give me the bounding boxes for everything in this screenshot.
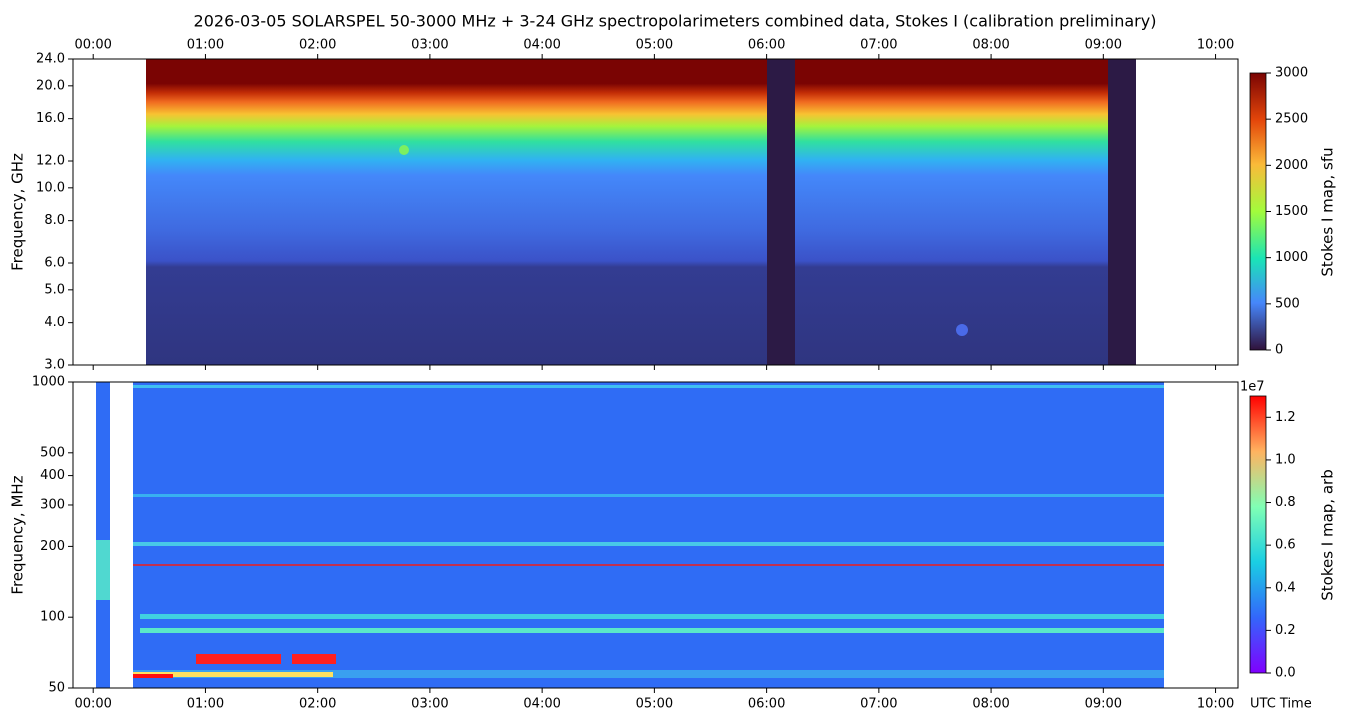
colorbar-tick-label: 0.0 <box>1275 666 1296 681</box>
y-tick-label: 24.0 <box>36 52 65 67</box>
x-tick-label: 09:00 <box>1085 697 1122 712</box>
y-tick-label: 4.0 <box>44 315 65 330</box>
colorbar-tick-label: 3000 <box>1275 66 1308 81</box>
colorbar-tick-label: 1.2 <box>1275 410 1296 425</box>
colorbar-label: Stokes I map, sfu <box>1319 147 1337 276</box>
band <box>96 540 110 600</box>
x-tick-label: 02:00 <box>299 38 336 53</box>
x-tick-label: 02:00 <box>299 697 336 712</box>
colorbar-tick-label: 0 <box>1275 343 1283 358</box>
band <box>133 670 1164 678</box>
hotspot <box>399 145 409 155</box>
x-tick-label: 08:00 <box>972 697 1009 712</box>
colorbar-tick-label: 0.4 <box>1275 580 1296 595</box>
heatmap-fill <box>96 382 1164 688</box>
y-tick-label: 300 <box>40 497 65 512</box>
y-tick-label: 5.0 <box>44 282 65 297</box>
band <box>140 614 1164 619</box>
x-tick-label: 08:00 <box>972 38 1009 53</box>
band <box>133 674 173 678</box>
heatmap-bottom <box>96 382 1164 688</box>
heatmap-fill <box>146 59 1136 365</box>
y-tick-label: 400 <box>40 468 65 483</box>
colorbar-tick-label: 1000 <box>1275 250 1308 265</box>
y-axis-label: Frequency, MHz <box>9 475 27 594</box>
x-tick-label: 06:00 <box>748 38 785 53</box>
x-tick-label: 09:00 <box>1085 38 1122 53</box>
colorbar <box>1249 395 1267 674</box>
y-tick-label: 6.0 <box>44 256 65 271</box>
x-axis-label: UTC Time <box>1250 697 1312 712</box>
colorbar-tick-label: 0.2 <box>1275 623 1296 638</box>
band <box>133 542 1164 546</box>
x-tick-label: 00:00 <box>74 38 111 53</box>
y-tick-label: 16.0 <box>36 111 65 126</box>
colorbar <box>1249 72 1267 351</box>
y-tick-label: 10.0 <box>36 180 65 195</box>
hotspot <box>956 324 968 336</box>
y-tick-label: 200 <box>40 539 65 554</box>
colorbar-offset: 1e7 <box>1240 380 1265 395</box>
colorbar-tick-label: 0.6 <box>1275 538 1296 553</box>
colorbar-tick-label: 2500 <box>1275 112 1308 127</box>
band <box>133 672 333 677</box>
x-tick-label: 03:00 <box>411 38 448 53</box>
y-tick-label: 1000 <box>32 375 65 390</box>
x-tick-label: 04:00 <box>523 697 560 712</box>
colorbar-tick-label: 0.8 <box>1275 495 1296 510</box>
colorbar-tick-label: 500 <box>1275 296 1300 311</box>
colorbar-label: Stokes I map, arb <box>1319 469 1337 600</box>
x-tick-label: 07:00 <box>860 697 897 712</box>
x-tick-label: 10:00 <box>1197 38 1234 53</box>
x-tick-label: 10:00 <box>1197 697 1234 712</box>
axes-frame <box>72 381 1239 689</box>
x-tick-label: 05:00 <box>636 697 673 712</box>
burst <box>292 654 336 664</box>
colorbar-tick-label: 1.0 <box>1275 452 1296 467</box>
band <box>133 564 1164 566</box>
chart-title: 2026-03-05 SOLARSPEL 50-3000 MHz + 3-24 … <box>194 12 1157 31</box>
y-tick-label: 12.0 <box>36 154 65 169</box>
data-gap <box>767 59 795 365</box>
burst <box>196 654 281 664</box>
colorbar-tick-label: 1500 <box>1275 204 1308 219</box>
y-tick-label: 20.0 <box>36 78 65 93</box>
x-tick-label: 07:00 <box>860 38 897 53</box>
colorbar-tick-label: 2000 <box>1275 158 1308 173</box>
data-gap <box>110 382 133 688</box>
data-gap <box>1108 59 1136 365</box>
y-tick-label: 500 <box>40 445 65 460</box>
x-tick-label: 06:00 <box>748 697 785 712</box>
x-tick-label: 00:00 <box>74 697 111 712</box>
x-tick-label: 04:00 <box>523 38 560 53</box>
band <box>133 385 1164 388</box>
heatmap-top <box>146 59 1136 365</box>
x-tick-label: 03:00 <box>411 697 448 712</box>
x-tick-label: 01:00 <box>187 697 224 712</box>
y-tick-label: 100 <box>40 610 65 625</box>
band <box>140 628 1164 633</box>
x-tick-label: 05:00 <box>636 38 673 53</box>
y-tick-label: 3.0 <box>44 358 65 373</box>
band <box>133 494 1164 497</box>
x-tick-label: 01:00 <box>187 38 224 53</box>
y-axis-label: Frequency, GHz <box>9 153 27 271</box>
y-tick-label: 50 <box>48 681 65 696</box>
axes-frame <box>72 58 1239 366</box>
y-tick-label: 8.0 <box>44 213 65 228</box>
